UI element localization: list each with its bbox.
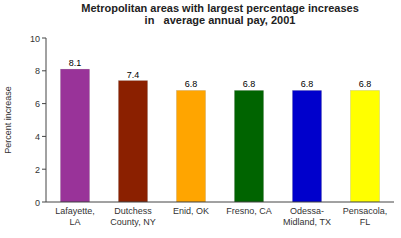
x-tick-label: Enid, OK [173, 206, 209, 216]
y-tick [42, 169, 46, 170]
y-tick-label: 0 [35, 198, 40, 208]
y-axis-label: Percent increase [3, 86, 13, 154]
bar [235, 90, 264, 202]
background [0, 0, 401, 238]
data-label: 6.8 [185, 79, 198, 89]
bar [61, 69, 90, 202]
bar [177, 90, 206, 202]
y-tick [42, 38, 46, 39]
bar [119, 81, 148, 202]
y-tick [42, 136, 46, 137]
x-tick-label: Pensacola,FL [343, 206, 388, 227]
data-label: 6.8 [243, 79, 256, 89]
y-tick [42, 202, 46, 203]
data-label: 6.8 [301, 79, 314, 89]
x-tick-label: Fresno, CA [226, 206, 272, 216]
x-tick-label: Odessa-Midland, TX [283, 206, 331, 227]
data-label: 7.4 [127, 70, 140, 80]
y-axis-line [46, 38, 47, 202]
y-tick-label: 4 [35, 132, 40, 142]
y-tick-label: 8 [35, 66, 40, 76]
chart: Metropolitan areas with largest percenta… [0, 0, 401, 238]
bar [293, 90, 322, 202]
x-axis-line [46, 202, 394, 203]
y-tick-label: 2 [35, 165, 40, 175]
y-tick-label: 6 [35, 99, 40, 109]
bars [61, 69, 380, 202]
data-label: 8.1 [69, 58, 82, 68]
data-label: 6.8 [359, 79, 372, 89]
y-tick [42, 70, 46, 71]
bar [351, 90, 380, 202]
x-tick-label: Lafayette,LA [55, 206, 95, 227]
y-tick [42, 103, 46, 104]
title: Metropolitan areas with largest percenta… [81, 2, 359, 26]
y-tick-label: 10 [30, 34, 40, 44]
x-tick-label: DutchessCounty, NY [110, 206, 155, 227]
